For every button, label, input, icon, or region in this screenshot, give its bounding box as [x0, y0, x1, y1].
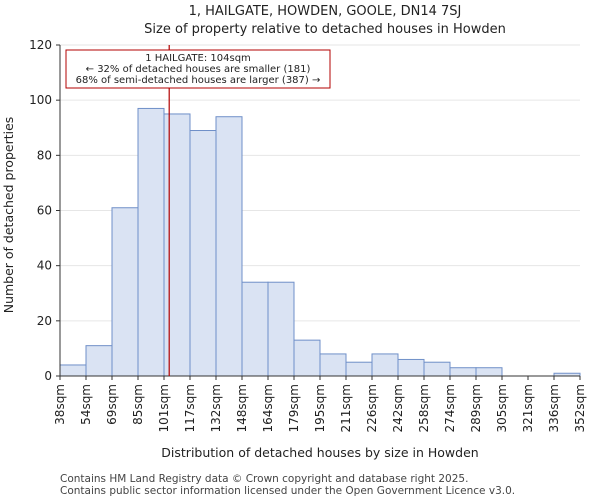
x-tick-label: 321sqm [521, 384, 535, 432]
y-tick-label: 120 [29, 38, 52, 52]
x-tick-label: 195sqm [313, 384, 327, 432]
x-tick-label: 336sqm [547, 384, 561, 432]
x-tick-label: 101sqm [157, 384, 171, 432]
footer-line-1: Contains HM Land Registry data © Crown c… [60, 473, 468, 485]
bar-211sqm [345, 361, 373, 377]
x-tick-label: 226sqm [365, 384, 379, 432]
annotation-line-3: 68% of semi-detached houses are larger (… [76, 75, 321, 86]
x-axis-ticks: 38sqm 54sqm 69sqm 85sqm 101sqm 117sqm 132sqm 14… [53, 376, 587, 432]
y-axis-ticks: 0 20 40 60 80 100 120 [29, 38, 60, 383]
x-tick-label: 258sqm [417, 384, 431, 432]
x-tick-label: 148sqm [235, 384, 249, 432]
bar-148sqm [241, 281, 269, 377]
bar-54sqm [85, 345, 113, 377]
x-tick-label: 69sqm [105, 384, 119, 425]
bar-242sqm [397, 358, 425, 377]
bar-85sqm [137, 107, 165, 377]
bar-226sqm [371, 353, 399, 377]
bar-195sqm [319, 353, 347, 377]
annotation-line-2: ← 32% of detached houses are smaller (18… [86, 64, 311, 75]
x-tick-label: 352sqm [573, 384, 587, 432]
bar-274sqm [449, 367, 477, 377]
x-tick-label: 117sqm [183, 384, 197, 432]
annotation-box: 1 HAILGATE: 104sqm ← 32% of detached hou… [65, 49, 331, 89]
bar-132sqm [215, 116, 243, 377]
bar-258sqm [423, 361, 451, 377]
x-axis-label: Distribution of detached houses by size … [161, 445, 478, 460]
footer-line-2: Contains public sector information licen… [60, 485, 515, 497]
y-tick-label: 40 [37, 259, 52, 273]
y-tick-label: 60 [37, 204, 52, 218]
x-tick-label: 54sqm [79, 384, 93, 425]
x-tick-label: 85sqm [131, 384, 145, 425]
bars [59, 107, 581, 377]
x-tick-label: 211sqm [339, 384, 353, 432]
chart-title: 1, HAILGATE, HOWDEN, GOOLE, DN14 7SJ [189, 4, 462, 19]
bar-38sqm [59, 364, 87, 377]
bar-117sqm [189, 130, 217, 377]
x-tick-label: 274sqm [443, 384, 457, 432]
y-tick-label: 80 [37, 148, 52, 162]
bar-101sqm [163, 113, 191, 377]
x-tick-label: 132sqm [209, 384, 223, 432]
annotation-line-1: 1 HAILGATE: 104sqm [145, 53, 251, 64]
y-tick-label: 20 [37, 314, 52, 328]
bar-164sqm [267, 281, 295, 377]
x-tick-label: 242sqm [391, 384, 405, 432]
x-tick-label: 305sqm [495, 384, 509, 432]
bar-289sqm [475, 367, 503, 377]
y-axis-label: Number of detached properties [1, 117, 16, 314]
bar-69sqm [111, 207, 139, 377]
x-tick-label: 289sqm [469, 384, 483, 432]
y-tick-label: 0 [44, 369, 52, 383]
bar-179sqm [293, 339, 321, 377]
x-tick-label: 38sqm [53, 384, 67, 425]
y-tick-label: 100 [29, 93, 52, 107]
x-tick-label: 164sqm [261, 384, 275, 432]
chart-subtitle: Size of property relative to detached ho… [144, 22, 506, 37]
x-tick-label: 179sqm [287, 384, 301, 432]
